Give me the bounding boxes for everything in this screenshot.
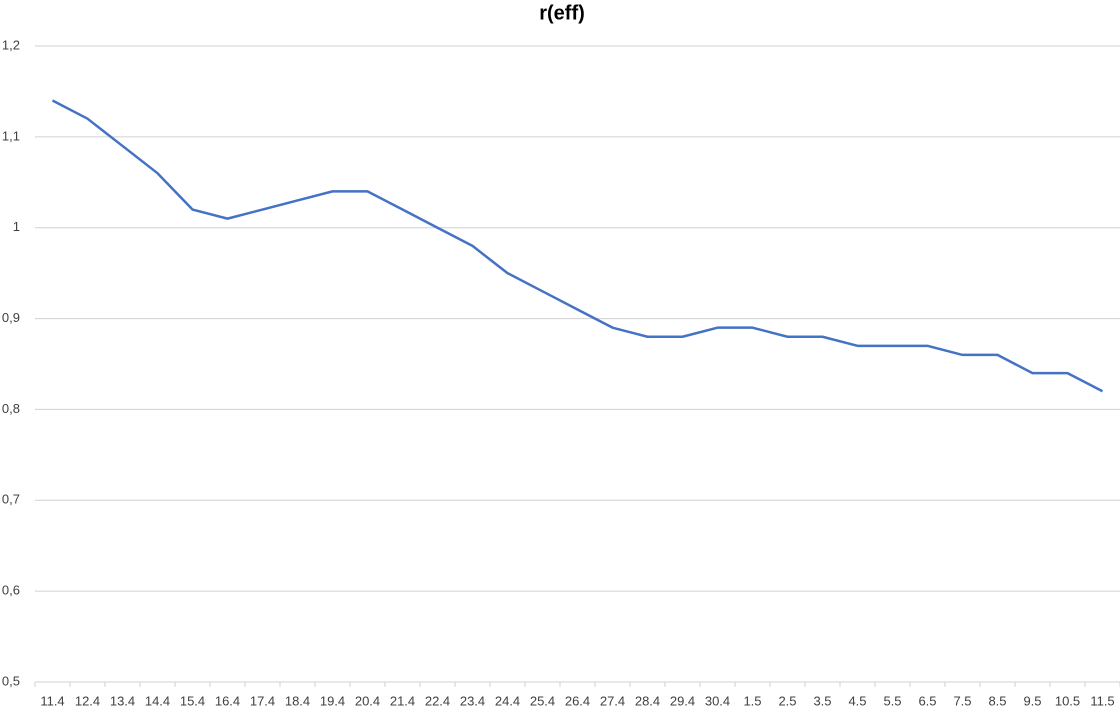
x-tick-label: 10.5 [1055,693,1080,708]
x-tick-label: 28.4 [635,693,660,708]
x-tick-label: 23.4 [460,693,485,708]
x-tick-label: 19.4 [320,693,345,708]
x-tick-label: 29.4 [670,693,695,708]
x-tick-label: 30.4 [705,693,730,708]
x-tick-label: 20.4 [355,693,380,708]
x-tick-label: 27.4 [600,693,625,708]
x-tick-label: 5.5 [883,693,901,708]
x-tick-label: 1.5 [743,693,761,708]
x-tick-label: 12.4 [75,693,100,708]
y-tick-label: 1,2 [2,37,20,52]
x-tick-label: 4.5 [848,693,866,708]
y-tick-label: 0,9 [2,310,20,325]
x-tick-label: 2.5 [778,693,796,708]
x-tick-label: 21.4 [390,693,415,708]
x-tick-label: 13.4 [110,693,135,708]
x-tick-label: 7.5 [953,693,971,708]
x-tick-label: 18.4 [285,693,310,708]
y-tick-label: 0,8 [2,401,20,416]
y-tick-label: 1 [13,219,20,234]
x-tick-label: 11.4 [40,693,64,708]
y-tick-label: 0,5 [2,673,20,688]
x-tick-label: 24.4 [495,693,520,708]
x-tick-label: 6.5 [918,693,936,708]
x-tick-label: 17.4 [250,693,275,708]
x-tick-label: 15.4 [180,693,205,708]
x-tick-label: 26.4 [565,693,590,708]
x-tick-label: 16.4 [215,693,240,708]
y-tick-label: 0,7 [2,492,20,507]
x-tick-label: 25.4 [530,693,555,708]
x-tick-label: 8.5 [988,693,1006,708]
y-tick-label: 1,1 [2,128,20,143]
x-tick-label: 9.5 [1023,693,1041,708]
y-tick-label: 0,6 [2,583,20,598]
x-tick-label: 3.5 [813,693,831,708]
x-tick-label: 11.5 [1090,693,1114,708]
data-line [51,99,1104,393]
chart-title: r(eff) [539,2,585,24]
x-tick-label: 14.4 [145,693,170,708]
x-tick-label: 22.4 [425,693,450,708]
